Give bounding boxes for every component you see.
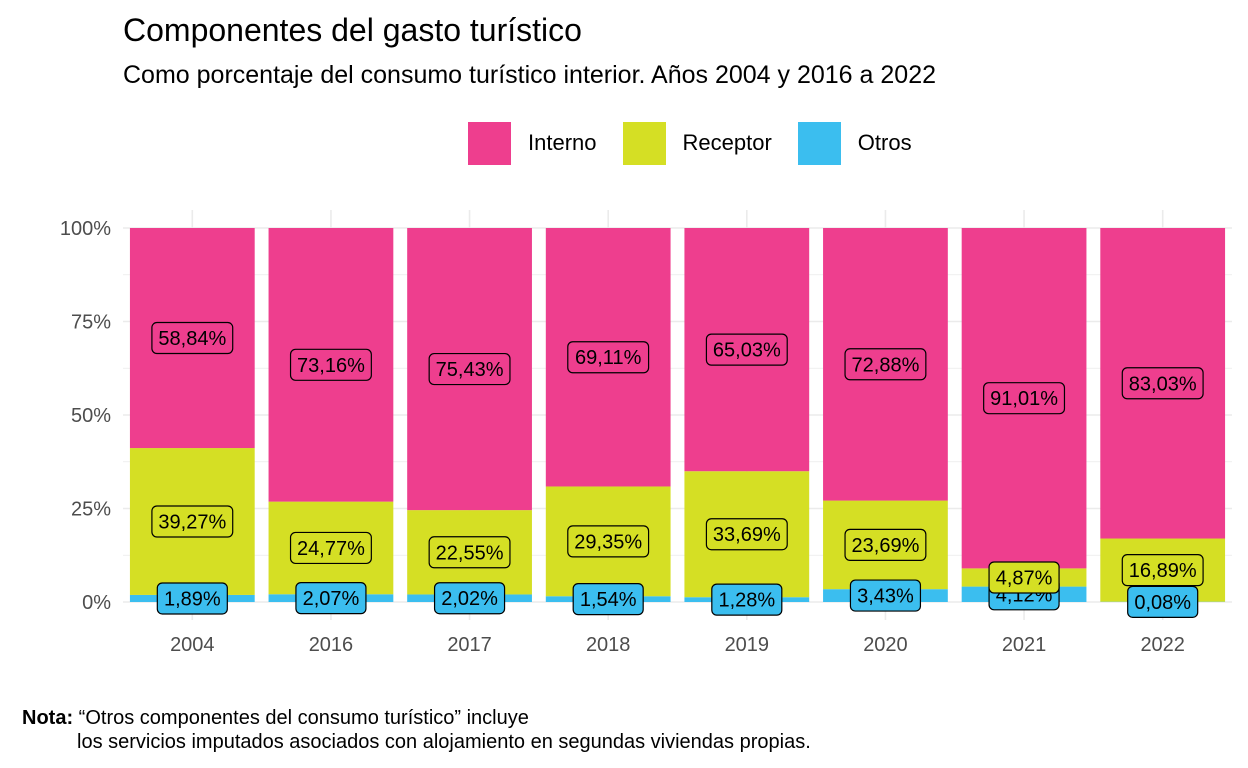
data-label-box-interno bbox=[1121, 367, 1204, 400]
chart-subtitle: Como porcentaje del consumo turístico in… bbox=[123, 61, 937, 89]
x-tick-label: 2020 bbox=[863, 634, 908, 656]
stacked-bar-chart: 0% 25% 50% 75% 100% 2004 2016 2017 2018 2019 2020 2… bbox=[60, 210, 1232, 656]
y-tick-label: 0% bbox=[82, 592, 111, 614]
data-label-otros-2022: 0,08% bbox=[1134, 592, 1191, 614]
legend-item-interno: Interno bbox=[468, 121, 597, 165]
data-label-box-interno bbox=[844, 348, 927, 381]
data-label-interno-2018: 69,11% bbox=[575, 347, 642, 369]
note-label: Nota: bbox=[22, 707, 74, 729]
data-label-receptor-2017: 22,55% bbox=[436, 542, 504, 564]
data-label-receptor-2019: 33,69% bbox=[713, 524, 781, 546]
y-tick-label: 75% bbox=[71, 312, 111, 334]
legend-swatch-receptor bbox=[622, 121, 666, 165]
legend-item-otros: Otros bbox=[797, 121, 912, 165]
data-label-interno-2021: 91,01% bbox=[990, 388, 1058, 410]
data-label-interno-2019: 65,03% bbox=[713, 340, 781, 362]
x-tick-label: 2018 bbox=[586, 634, 631, 656]
x-tick-label: 2022 bbox=[1140, 634, 1185, 656]
note-line-2: los servicios imputados asociados con al… bbox=[77, 731, 811, 753]
data-label-box-otros bbox=[1127, 585, 1199, 618]
legend-label-receptor: Receptor bbox=[682, 130, 772, 155]
data-label-receptor-2022: 16,89% bbox=[1129, 560, 1197, 582]
note-line-1: “Otros componentes del consumo turístico… bbox=[78, 707, 529, 729]
y-tick-label: 25% bbox=[71, 499, 111, 521]
legend-label-interno: Interno bbox=[528, 130, 597, 155]
data-label-box-otros bbox=[711, 583, 783, 616]
data-label-box-interno bbox=[983, 382, 1066, 415]
x-tick-label: 2017 bbox=[447, 634, 492, 656]
y-tick-label: 50% bbox=[71, 405, 111, 427]
data-label-box-otros bbox=[572, 583, 644, 616]
data-label-box-interno bbox=[151, 321, 234, 355]
data-label-otros-2019: 1,28% bbox=[718, 590, 775, 612]
y-tick-label: 100% bbox=[60, 218, 111, 240]
data-label-interno-2022: 83,03% bbox=[1129, 373, 1197, 395]
data-label-interno-2020: 72,88% bbox=[852, 354, 920, 376]
data-label-otros-2004: 1,89% bbox=[164, 588, 221, 610]
data-label-box-otros bbox=[295, 582, 367, 615]
data-label-interno-2017: 75,43% bbox=[436, 359, 504, 381]
data-label-box-otros bbox=[156, 582, 228, 615]
legend-swatch-otros bbox=[797, 121, 841, 165]
chart-title: Componentes del gasto turístico bbox=[123, 12, 582, 48]
legend-label-otros: Otros bbox=[857, 130, 912, 155]
data-label-box-receptor bbox=[844, 528, 927, 561]
data-label-box-interno bbox=[289, 348, 372, 381]
x-tick-label: 2021 bbox=[1002, 634, 1047, 656]
data-label-box-interno bbox=[428, 352, 511, 386]
legend: Interno Receptor Otros bbox=[468, 121, 938, 165]
x-tick-label: 2019 bbox=[725, 634, 770, 656]
data-label-box-receptor bbox=[289, 531, 372, 565]
data-label-otros-2020: 3,43% bbox=[857, 586, 914, 608]
x-tick-label: 2016 bbox=[309, 634, 354, 656]
data-label-box-receptor bbox=[705, 518, 788, 551]
data-label-receptor-2016: 24,77% bbox=[297, 538, 365, 560]
x-tick-label: 2004 bbox=[170, 634, 215, 656]
data-label-receptor-2004: 39,27% bbox=[158, 511, 226, 533]
legend-item-receptor: Receptor bbox=[622, 121, 772, 165]
data-label-box-receptor bbox=[151, 505, 234, 538]
data-label-box-receptor bbox=[988, 561, 1060, 594]
data-label-box-otros bbox=[849, 579, 922, 612]
data-label-box-receptor bbox=[428, 536, 511, 569]
data-label-receptor-2020: 23,69% bbox=[852, 535, 920, 557]
legend-swatch-interno bbox=[468, 121, 511, 165]
data-label-box-interno bbox=[705, 333, 788, 366]
data-label-box-interno bbox=[567, 341, 650, 374]
data-label-interno-2016: 73,16% bbox=[297, 355, 365, 377]
data-label-otros-2017: 2,02% bbox=[441, 588, 498, 610]
data-label-otros-2018: 1,54% bbox=[580, 589, 637, 611]
data-label-otros-2016: 2,07% bbox=[303, 588, 360, 610]
data-label-receptor-2021: 4,87% bbox=[996, 567, 1053, 589]
data-label-box-receptor bbox=[567, 525, 650, 558]
data-label-interno-2004: 58,84% bbox=[158, 328, 226, 350]
data-label-box-otros bbox=[433, 582, 506, 615]
note: Nota: “Otros componentes del consumo tur… bbox=[22, 706, 811, 754]
data-label-box-receptor bbox=[1121, 554, 1204, 587]
data-label-receptor-2018: 29,35% bbox=[574, 531, 642, 553]
